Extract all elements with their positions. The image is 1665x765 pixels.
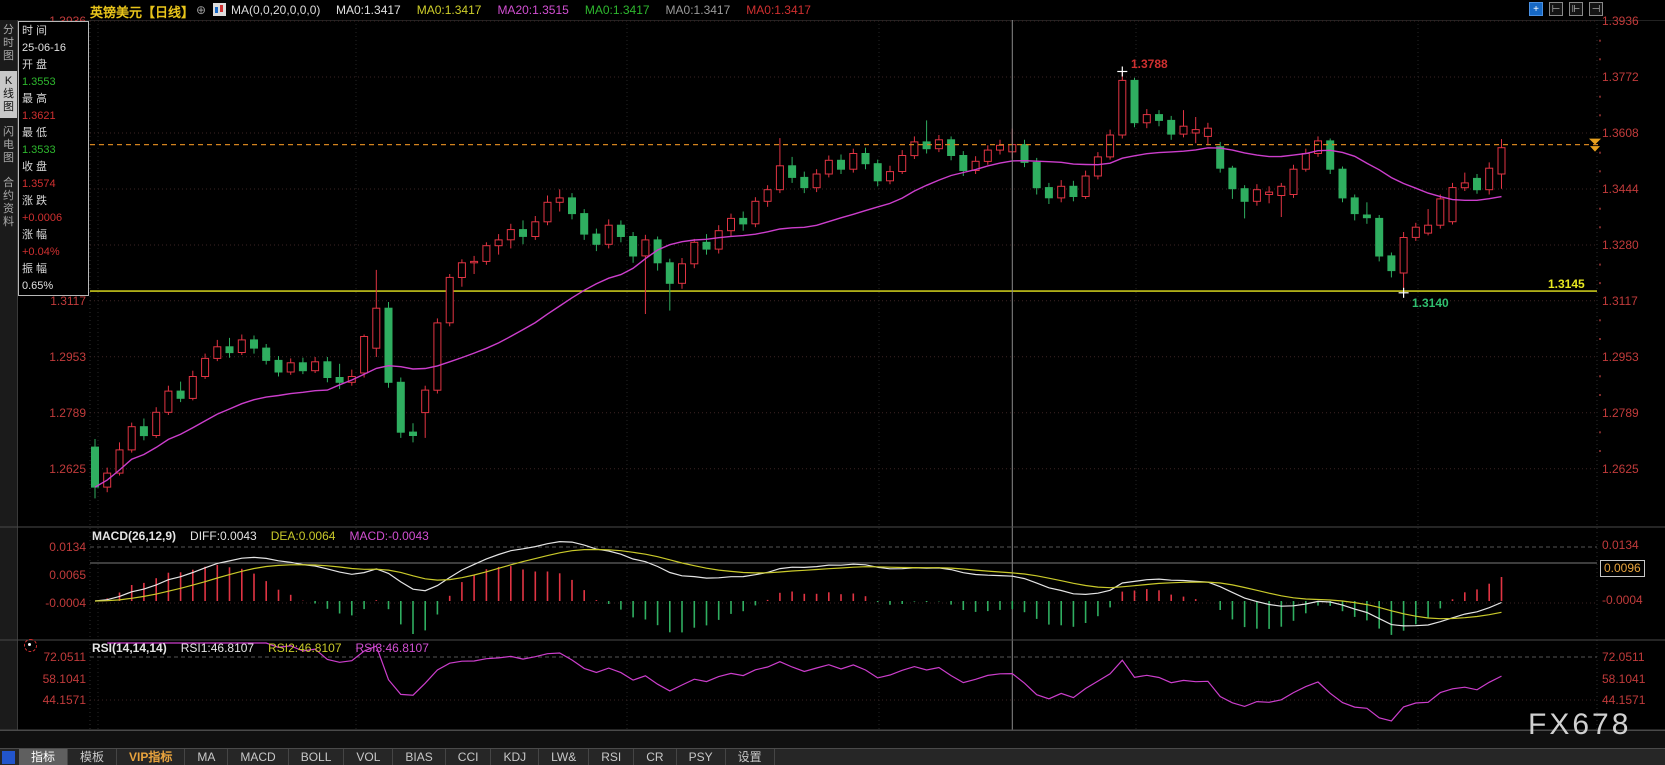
price-axis-right-8: 1.2625 — [1602, 461, 1639, 476]
info-value-4: 1.3574 — [22, 178, 56, 190]
info-label-5: 涨 跌 — [22, 195, 48, 207]
toolbar-item-MA[interactable]: MA — [185, 749, 229, 765]
ohlc-info-panel: 时 间 25-06-16 开 盘 1.3553 最 高 1.3621 最 低 1.3533 收 … — [18, 21, 89, 296]
watermark: FX678 — [1528, 708, 1632, 741]
rsi3-value: RSI3:46.8107 — [355, 641, 429, 655]
scale-left-icon[interactable]: ⊢ — [1549, 2, 1563, 16]
rsi-title: RSI(14,14,14) — [92, 641, 167, 655]
rsi-axis-left-2: 44.1571 — [42, 693, 86, 707]
info-label-4: 收 盘 — [22, 161, 48, 173]
info-label-0: 时 间 — [22, 25, 48, 37]
macd-macd-value: MACD:-0.0043 — [349, 529, 429, 543]
macd-dea-value: DEA:0.0064 — [270, 529, 336, 543]
toolbar-item-MACD[interactable]: MACD — [228, 749, 289, 765]
toolbar-item-VIP指标[interactable]: VIP指标 — [117, 749, 186, 765]
price-axis-right-2: 1.3608 — [1602, 126, 1639, 140]
add-overlay-icon[interactable]: ⊕ — [196, 3, 207, 17]
toolbar-item-KDJ[interactable]: KDJ — [491, 749, 540, 765]
toolbar-item-PSY[interactable]: PSY — [677, 749, 726, 765]
ma-value-5: MA0:1.3417 — [746, 3, 811, 17]
macd-axis-right-top: 0.0134 — [1602, 538, 1639, 552]
info-label-2: 最 高 — [22, 93, 48, 105]
indicator-settings-icon[interactable] — [24, 639, 37, 652]
toolbar-item-指标[interactable]: 指标 — [19, 749, 69, 765]
ma-values: MA0:1.3417 MA0:1.3417 MA20:1.3515 MA0:1.341… — [336, 3, 811, 17]
info-label-6: 涨 幅 — [22, 229, 48, 241]
toolbar-item-BOLL[interactable]: BOLL — [289, 749, 345, 765]
ma-value-2: MA20:1.3515 — [497, 3, 569, 17]
rsi-axis-right-2: 44.1571 — [1602, 693, 1646, 707]
price-axis-right-0: 1.3936 — [1602, 14, 1639, 28]
macd-axis-left-0: 0.0134 — [49, 540, 86, 554]
rsi-header: RSI(14,14,14) RSI1:46.8107 RSI2:46.8107 … — [92, 641, 429, 655]
price-axis-left-6: 1.2953 — [49, 349, 86, 364]
rsi-axis-left-0: 72.0511 — [43, 650, 87, 664]
scale-right-icon[interactable]: ⊩ — [1569, 2, 1583, 16]
price-axis-right-6: 1.2953 — [1602, 349, 1639, 364]
macd-title: MACD(26,12,9) — [92, 529, 177, 543]
price-axis-left-7: 1.2789 — [49, 405, 86, 420]
info-value-7: 0.65% — [22, 280, 54, 292]
ma-value-4: MA0:1.3417 — [665, 3, 731, 17]
ma-value-0: MA0:1.3417 — [336, 3, 401, 17]
price-axis-right-7: 1.2789 — [1602, 405, 1639, 420]
toolbar-item-RSI[interactable]: RSI — [589, 749, 635, 765]
rsi-axis-right-0: 72.0511 — [1602, 650, 1645, 664]
info-label-7: 振 幅 — [22, 263, 48, 275]
toolbar-item-CR[interactable]: CR — [634, 749, 677, 765]
info-value-3: 1.3533 — [22, 144, 56, 156]
rsi-axis-left-1: 58.1041 — [42, 671, 86, 686]
macd-header: MACD(26,12,9) DIFF:0.0043 DEA:0.0064 MAC… — [92, 529, 429, 543]
info-value-5: +0.0006 — [22, 212, 63, 224]
macd-diff-value: DIFF:0.0043 — [190, 529, 257, 543]
macd-current-value-badge: 0.0096 — [1600, 560, 1645, 577]
macd-axis-left-2: -0.0004 — [45, 596, 86, 610]
symbol-title: 英镑美元【日线】 — [90, 5, 195, 20]
low-price-label: 1.3140 — [1412, 296, 1449, 310]
crosshair-icon[interactable]: + — [1529, 2, 1543, 16]
candlestick-mini-icon — [213, 3, 226, 19]
ma-value-3: MA0:1.3417 — [584, 3, 650, 17]
sidebar-tab-1[interactable]: 分时图 — [3, 24, 14, 62]
macd-axis-left-1: 0.0065 — [49, 568, 86, 582]
toolbar-item-CCI[interactable]: CCI — [446, 749, 492, 765]
macd-axis-right-bottom: -0.0004 — [1602, 593, 1643, 607]
price-axis-left-5: 1.3117 — [50, 293, 86, 308]
price-axis-right-5: 1.3117 — [1602, 293, 1638, 308]
rsi2-value: RSI2:46.8107 — [268, 641, 342, 655]
support-line-label: 1.3145 — [1548, 277, 1585, 291]
indicator-toolbar: 指标 模板 VIP指标 MA MACD BOLL VOL BIAS CCI KDJ LW& RSI CR… — [0, 748, 1665, 765]
window-toolbar: + ⊢ ⊩ ⊣ — [1529, 2, 1603, 16]
info-value-2: 1.3621 — [22, 110, 56, 122]
toolbar-item-模板[interactable]: 模板 — [68, 749, 118, 765]
price-axis-left-8: 1.2625 — [49, 461, 86, 476]
info-value-1: 1.3553 — [22, 76, 56, 88]
pan-icon[interactable]: ⊣ — [1589, 2, 1603, 16]
header-bar: 英镑美元【日线】 ⊕ MA(0,0,20,0,0,0) MA0:1.3417 MA… — [0, 0, 1665, 21]
ma-settings-label: MA(0,0,20,0,0,0) — [231, 3, 321, 17]
toolbar-item-VOL[interactable]: VOL — [344, 749, 394, 765]
info-value-6: +0.04% — [22, 246, 60, 258]
price-axis-right-3: 1.3444 — [1602, 182, 1639, 196]
rsi1-value: RSI1:46.8107 — [180, 641, 255, 655]
info-label-1: 开 盘 — [22, 59, 48, 71]
toolbar-item-LW&[interactable]: LW& — [539, 749, 590, 765]
price-axis-right-4: 1.3280 — [1602, 238, 1639, 252]
price-axis-right-1: 1.3772 — [1602, 70, 1639, 84]
rsi-axis-right-1: 58.1041 — [1602, 671, 1646, 686]
sidebar-tab-3[interactable]: 闪电图 — [3, 126, 14, 164]
toolbar-item-设置[interactable]: 设置 — [726, 749, 775, 765]
high-price-label: 1.3788 — [1131, 57, 1168, 71]
grid-icon[interactable] — [2, 751, 15, 764]
ma-value-1: MA0:1.3417 — [416, 3, 482, 17]
info-label-3: 最 低 — [22, 127, 48, 139]
sidebar-tab-4[interactable]: 合约资料 — [3, 177, 14, 228]
info-value-0: 25-06-16 — [22, 42, 67, 54]
toolbar-item-BIAS[interactable]: BIAS — [393, 749, 446, 765]
